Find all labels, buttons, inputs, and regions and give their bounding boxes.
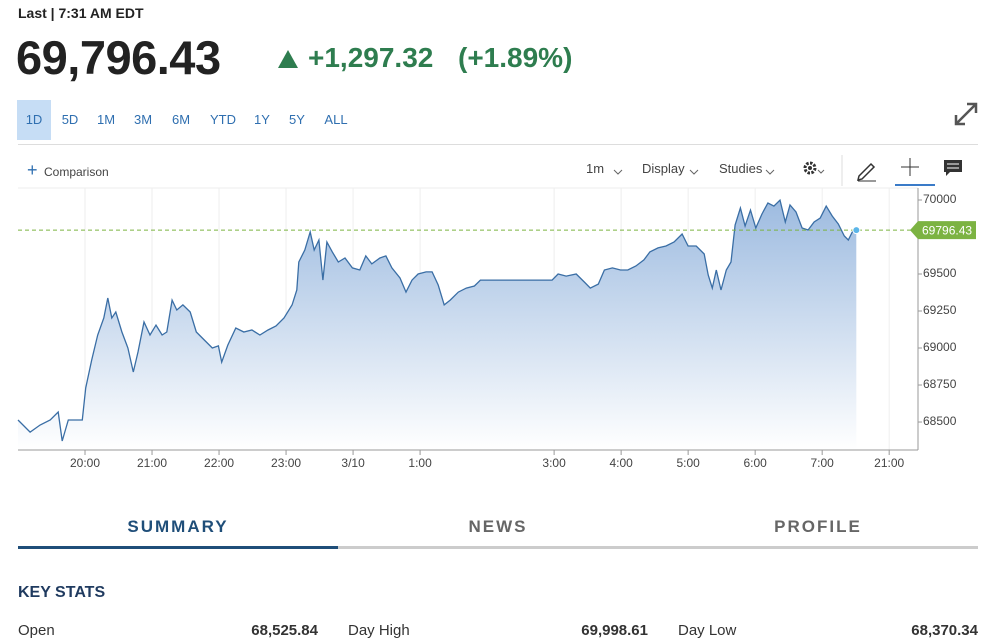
up-arrow: [278, 50, 298, 68]
range-tab[interactable]: 1Y: [254, 112, 270, 127]
price: 69,796.43: [16, 31, 221, 84]
tab[interactable]: NEWS: [468, 517, 528, 536]
range-tab[interactable]: 5D: [61, 112, 79, 127]
y-tick-label: 70000: [923, 192, 957, 206]
x-tick-label: 3/10: [341, 456, 365, 470]
last-price-label: 69796.43: [922, 223, 972, 237]
x-tick-label: 21:00: [874, 456, 904, 470]
expand-icon[interactable]: [952, 100, 980, 128]
x-tick-label: 6:00: [743, 456, 767, 470]
status: Last | 7:31 AM EDT: [18, 5, 144, 21]
range-tab[interactable]: 1D: [17, 100, 51, 140]
x-tick-label: 4:00: [609, 456, 633, 470]
range-tab[interactable]: ALL: [324, 112, 348, 127]
tab-rule: [18, 546, 978, 549]
y-tick-label: 69250: [923, 303, 957, 317]
range-tab[interactable]: 5Y: [289, 112, 305, 127]
interval-menu[interactable]: 1m: [586, 161, 605, 176]
display-menu[interactable]: Display: [642, 161, 685, 176]
x-tick-label: 22:00: [204, 456, 234, 470]
tab[interactable]: PROFILE: [774, 517, 862, 536]
active-tab-bar: [18, 546, 338, 549]
x-tick-label: 23:00: [271, 456, 301, 470]
range-tab[interactable]: YTD: [210, 112, 236, 127]
x-tick-label: 7:00: [810, 456, 834, 470]
x-tick-label: 1:00: [408, 456, 432, 470]
y-tick-label: 69000: [923, 340, 957, 354]
price-line: [17, 198, 857, 442]
stat-label: Open: [18, 622, 55, 639]
studies-menu[interactable]: Studies: [719, 161, 763, 176]
price-change: +1,297.32: [308, 42, 434, 73]
tab[interactable]: SUMMARY: [127, 517, 229, 536]
area: [18, 200, 857, 450]
stat-value: 68,525.84: [251, 622, 318, 639]
stat-value: 69,998.61: [581, 622, 648, 639]
x-tick-label: 3:00: [542, 456, 566, 470]
chart: 20:00 21:00 22:00 23:00 3/10 1:00 3:00 4:00 5:00…: [17, 187, 976, 470]
range-tab[interactable]: 1M: [96, 112, 116, 127]
comparison-button[interactable]: Comparison: [44, 165, 109, 179]
x-tick-label: 20:00: [70, 456, 100, 470]
x-tick-label: 5:00: [676, 456, 700, 470]
last-price-tag: [910, 221, 976, 240]
y-tick-label: 69500: [923, 266, 957, 280]
range-tab[interactable]: 3M: [133, 112, 153, 127]
key-stats-title: KEY STATS: [18, 584, 106, 601]
stat-value: 68,370.34: [911, 622, 978, 639]
price-change-pct: (+1.89%): [458, 42, 573, 73]
stat-label: Day High: [348, 622, 410, 639]
stat-label: Day Low: [678, 622, 737, 639]
toolbar-icons: [613, 155, 962, 186]
range-tab[interactable]: 6M: [171, 112, 191, 127]
x-tick-label: 21:00: [137, 456, 167, 470]
plus-icon: +: [27, 160, 38, 180]
divider: [18, 144, 978, 145]
last-point: [852, 226, 861, 235]
y-tick-label: 68500: [923, 414, 957, 428]
y-tick-label: 68750: [923, 377, 957, 391]
